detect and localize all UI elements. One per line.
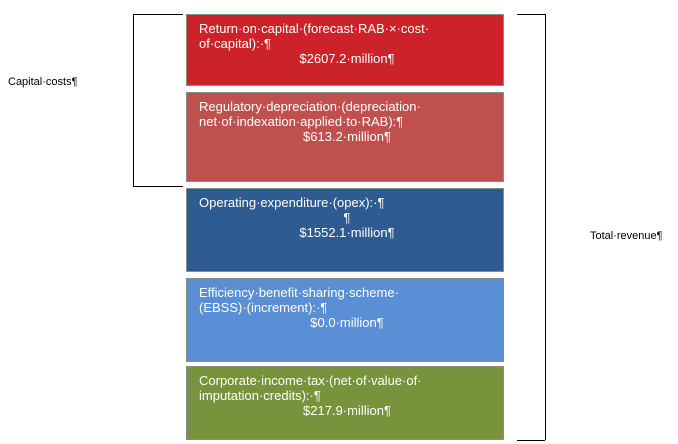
bracket-line bbox=[517, 440, 545, 441]
box-text: Regulatory·depreciation·(depreciation· bbox=[199, 99, 421, 114]
total-revenue-label: Total·revenue¶ bbox=[590, 230, 663, 242]
bracket-line bbox=[133, 14, 134, 186]
box-text: (EBSS)·(increment):·¶ bbox=[199, 300, 328, 315]
bracket-line bbox=[517, 14, 545, 15]
box-text: Efficiency·benefit·sharing·scheme· bbox=[199, 285, 399, 300]
box-amount: $2607.2·million¶ bbox=[299, 51, 395, 66]
capital-costs-label: Capital·costs¶ bbox=[8, 76, 78, 88]
box-amount: $1552.1·million¶ bbox=[299, 225, 395, 240]
box-text: Return·on·capital·(forecast·RAB·×·cost· bbox=[199, 21, 430, 36]
box-text: Corporate·income·tax·(net·of·value·of· bbox=[199, 373, 422, 388]
bracket-line bbox=[133, 186, 183, 187]
box-amount: $0.0·million¶ bbox=[310, 315, 384, 330]
box-text: net·of·indexation·applied·to·RAB):¶ bbox=[199, 114, 404, 129]
cost-box: Efficiency·benefit·sharing·scheme· (EBSS)… bbox=[186, 278, 504, 362]
box-amount: $613.2·million¶ bbox=[303, 129, 391, 144]
box-amount: ¶ bbox=[343, 210, 351, 225]
bracket-line bbox=[545, 14, 546, 440]
box-amount: $217.9·million¶ bbox=[303, 403, 391, 418]
cost-box: Corporate·income·tax·(net·of·value·of· im… bbox=[186, 366, 504, 440]
cost-box: Operating·expenditure·(opex):·¶ ¶ $1552.1·… bbox=[186, 188, 504, 272]
cost-box: Return·on·capital·(forecast·RAB·×·cost· o… bbox=[186, 14, 504, 86]
bracket-line bbox=[133, 14, 183, 15]
box-text: imputation·credits):·¶ bbox=[199, 388, 321, 403]
box-text: Operating·expenditure·(opex):·¶ bbox=[199, 195, 385, 210]
cost-box: Regulatory·depreciation·(depreciation· ne… bbox=[186, 92, 504, 182]
box-text: of·capital):·¶ bbox=[199, 36, 272, 51]
